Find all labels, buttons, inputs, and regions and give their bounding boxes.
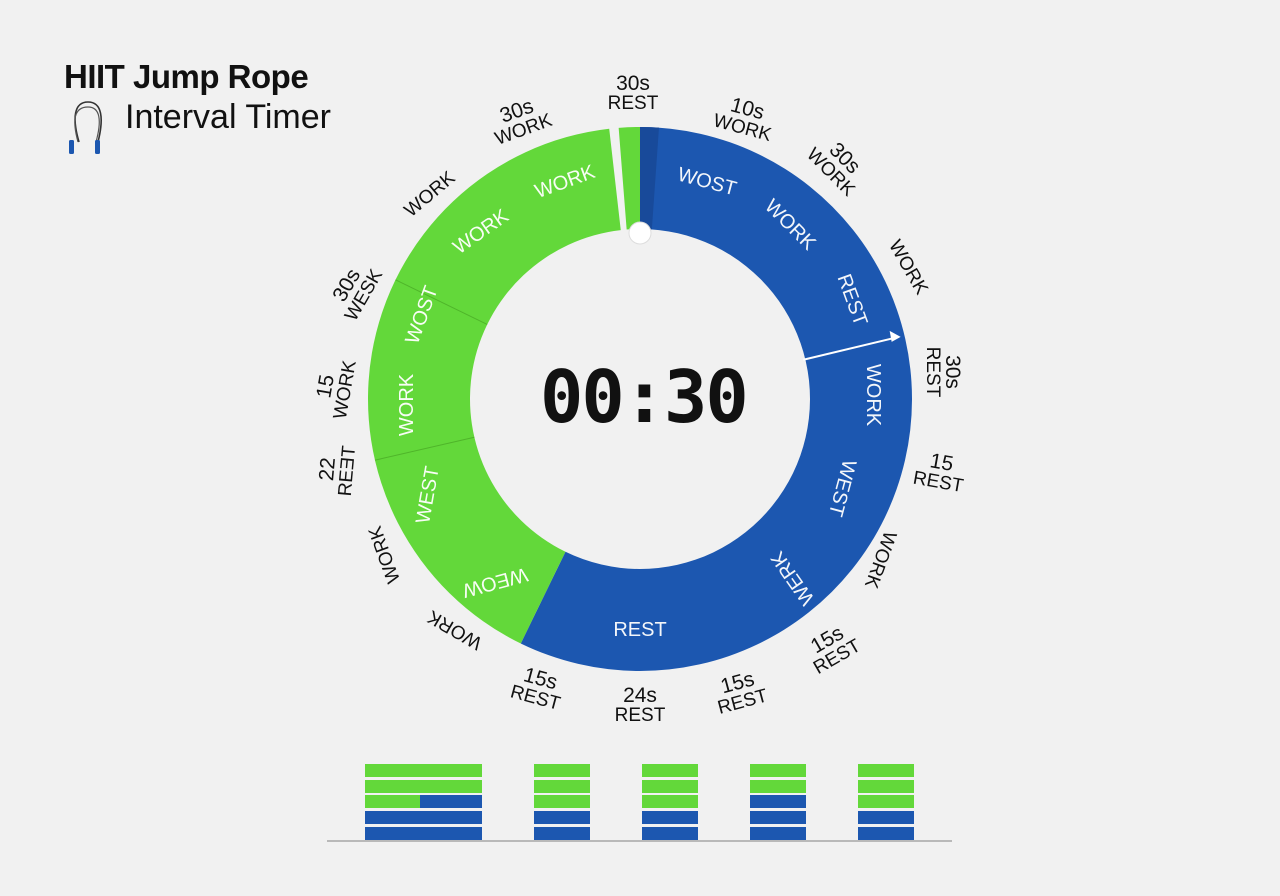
rest-bar [642,811,698,824]
interval-duration: 24s [623,684,657,707]
segment-label: WORK [396,373,418,437]
current-work-segment [618,127,640,230]
work-segment [368,128,621,644]
progress-arrow [803,335,899,361]
interval-duration: 30s [941,355,964,389]
work-bar [534,764,590,777]
work-bar [858,795,914,808]
rest-bar [420,795,482,808]
work-bar [534,795,590,808]
rest-bar [750,795,806,808]
segment-label: WORK [862,363,884,427]
interval-label: 30s REST [593,73,673,113]
rest-bar [534,811,590,824]
rest-bar [858,827,914,840]
current-rest-segment [640,127,659,230]
interval-label: 30s REST [922,332,964,412]
rest-segment [520,127,913,671]
segment-divider [374,436,475,461]
rest-bar [750,827,806,840]
work-bar [365,764,482,777]
interval-label: 22 REƎT [314,428,361,511]
rest-bar [642,827,698,840]
segment-label: REST [613,619,667,641]
jump-rope-icon [69,101,102,154]
playhead-handle[interactable] [628,221,652,245]
timer-display: 00:30 [540,355,749,439]
interval-duration: 30s [616,72,650,95]
work-bar [365,780,482,793]
interval-type: REST [922,346,943,398]
interval-type: REST [607,93,659,114]
work-bar [750,780,806,793]
work-bar [858,764,914,777]
rest-bar [365,827,482,840]
work-bar [642,764,698,777]
work-bar [642,780,698,793]
work-bar [365,795,420,808]
rest-bar [750,811,806,824]
segment-divider [395,279,488,325]
interval-label: 24s REST [600,685,680,725]
app-subtitle: Interval Timer [125,98,331,136]
work-bar [642,795,698,808]
arrow-head-icon [889,330,901,342]
rest-bar [365,811,482,824]
work-bar [534,780,590,793]
work-bar [858,780,914,793]
work-bar [750,764,806,777]
rest-bar [534,827,590,840]
rest-bar [858,811,914,824]
rounds-baseline [327,840,952,842]
interval-type: REST [614,705,666,726]
app-title: HIIT Jump Rope [64,58,309,95]
